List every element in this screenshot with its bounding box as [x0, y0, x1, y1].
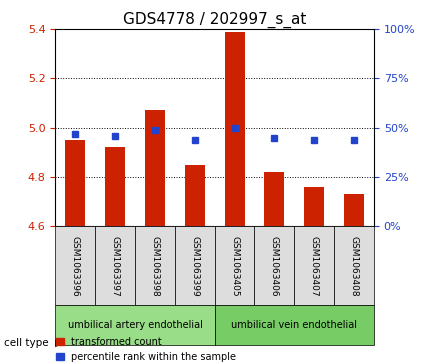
- Text: umbilical artery endothelial: umbilical artery endothelial: [68, 320, 202, 330]
- FancyBboxPatch shape: [255, 227, 294, 305]
- Text: umbilical vein endothelial: umbilical vein endothelial: [231, 320, 357, 330]
- Bar: [65, 140, 85, 227]
- Bar: [185, 165, 205, 227]
- Bar: [145, 110, 165, 227]
- FancyBboxPatch shape: [55, 227, 95, 305]
- Text: cell type  ▶: cell type ▶: [4, 338, 63, 348]
- FancyBboxPatch shape: [215, 227, 255, 305]
- Bar: [344, 194, 364, 227]
- Bar: [304, 187, 324, 227]
- FancyBboxPatch shape: [175, 227, 215, 305]
- Title: GDS4778 / 202997_s_at: GDS4778 / 202997_s_at: [123, 12, 306, 28]
- Text: GSM1063398: GSM1063398: [150, 236, 159, 296]
- Text: GSM1063406: GSM1063406: [270, 236, 279, 296]
- Text: GSM1063396: GSM1063396: [71, 236, 79, 296]
- Text: GSM1063408: GSM1063408: [350, 236, 359, 296]
- Text: GSM1063407: GSM1063407: [310, 236, 319, 296]
- FancyBboxPatch shape: [95, 227, 135, 305]
- Bar: [224, 32, 244, 227]
- Text: GSM1063397: GSM1063397: [110, 236, 119, 296]
- FancyBboxPatch shape: [55, 305, 215, 345]
- FancyBboxPatch shape: [334, 227, 374, 305]
- Bar: [105, 147, 125, 227]
- FancyBboxPatch shape: [215, 305, 374, 345]
- Text: GSM1063405: GSM1063405: [230, 236, 239, 296]
- Bar: [264, 172, 284, 227]
- Text: GSM1063399: GSM1063399: [190, 236, 199, 296]
- Legend: transformed count, percentile rank within the sample: transformed count, percentile rank withi…: [56, 337, 236, 362]
- FancyBboxPatch shape: [135, 227, 175, 305]
- FancyBboxPatch shape: [294, 227, 334, 305]
